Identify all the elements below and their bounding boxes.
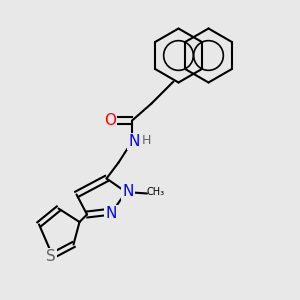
- Text: O: O: [104, 113, 116, 128]
- Text: N: N: [128, 134, 140, 149]
- Text: N: N: [105, 206, 117, 221]
- Text: S: S: [46, 249, 56, 264]
- Text: N: N: [123, 184, 134, 200]
- Text: H: H: [142, 134, 151, 147]
- Text: CH₃: CH₃: [146, 187, 164, 197]
